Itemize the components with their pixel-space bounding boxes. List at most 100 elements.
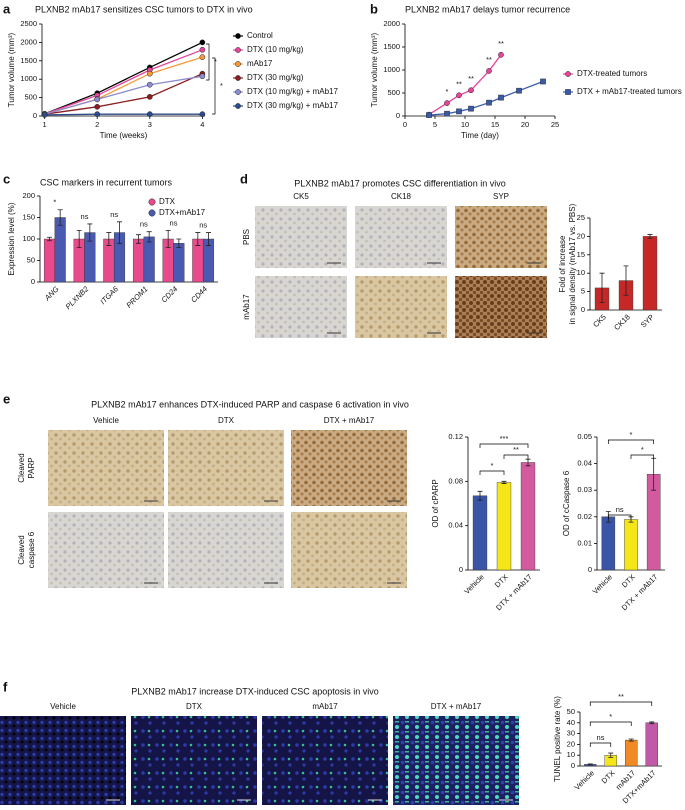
y-tick-label: 1500: [383, 42, 400, 51]
legend-label: DTX (10 mg/kg) + mAb17: [247, 87, 338, 96]
legend-label: DTX-treated tumors: [577, 69, 647, 78]
legend-label: DTX: [159, 197, 176, 206]
legend-marker: [235, 61, 241, 67]
micrograph: [355, 206, 447, 268]
column-label: CK18: [391, 192, 412, 201]
data-point: [486, 99, 492, 106]
error-bar: [587, 763, 593, 766]
error-bar: [176, 238, 182, 248]
legend-label: Control: [247, 31, 273, 40]
data-point: [94, 111, 101, 118]
y-tick-label: 20: [577, 231, 585, 240]
significance-label: *: [609, 712, 612, 721]
error-bar: [477, 490, 483, 501]
data-point: [444, 100, 450, 106]
panel-title: PLXNB2 mAb17 promotes CSC differentiatio…: [294, 178, 505, 188]
bar: [601, 516, 616, 571]
significance-label: **: [486, 55, 492, 64]
bar: [642, 236, 658, 311]
data-point: [94, 103, 101, 110]
legend-marker: [235, 89, 241, 95]
y-tick-label: 0: [33, 111, 37, 120]
legend-marker: [235, 33, 241, 39]
data-point: [199, 54, 206, 60]
error-bar: [608, 752, 614, 758]
error-bar: [206, 232, 212, 246]
micrograph: [255, 206, 347, 268]
error-bar: [165, 230, 171, 248]
data-point: [540, 78, 546, 85]
significance-bracket: [630, 454, 655, 459]
significance-label: *: [491, 461, 494, 470]
y-tick-label: 200: [22, 191, 35, 200]
row-label: PBS: [242, 229, 251, 245]
x-tick-label: ANG: [42, 284, 61, 303]
y-tick-label: 10: [567, 750, 575, 759]
data-point: [199, 111, 206, 118]
bar: [625, 739, 638, 767]
significance-bracket: [212, 57, 216, 115]
y-tick-label: 0.05: [577, 432, 592, 441]
y-tick-label: 40: [567, 718, 575, 727]
significance-bracket: [479, 443, 529, 448]
error-bar: [649, 721, 655, 725]
x-tick-label: Vehicle: [591, 572, 614, 595]
significance-bracket: [479, 470, 505, 475]
data-point: [146, 94, 153, 100]
x-tick-label: 3: [148, 120, 152, 129]
legend-marker: [235, 75, 241, 81]
significance-bracket: [607, 514, 632, 519]
y-tick-label: 15: [577, 250, 585, 259]
x-tick-label: 4: [200, 120, 204, 129]
legend-label: mAb17: [247, 59, 273, 68]
row-label: PARP: [27, 457, 36, 478]
error-bar: [525, 458, 531, 467]
significance-label: *: [641, 445, 644, 454]
data-point: [444, 110, 450, 117]
significance-label: ***: [500, 434, 509, 443]
x-tick-label: CD24: [159, 284, 179, 304]
micrograph: [255, 276, 347, 338]
significance-label: ns: [81, 212, 89, 221]
x-tick-label: 15: [491, 120, 499, 129]
error-bar: [57, 209, 63, 226]
x-tick-label: DTX: [620, 572, 637, 589]
bar: [173, 243, 185, 283]
micrograph: [168, 512, 284, 588]
significance-bracket: [589, 721, 632, 726]
legend-label: DTX (10 mg/kg): [247, 45, 304, 54]
data-point: [498, 94, 504, 101]
bar: [520, 462, 536, 571]
micrograph: [393, 716, 519, 805]
significance-label: **: [456, 79, 462, 88]
column-label: Vehicle: [50, 702, 76, 711]
x-tick-label: DTX: [600, 768, 617, 785]
y-axis-label: in signal density (mAb17 vs. PBS): [568, 203, 577, 324]
panel-title: PLXNB2 mAb17 increase DTX-induced CSC ap…: [131, 686, 379, 696]
panel-letter: a: [3, 1, 11, 16]
legend-label: DTX + mAb17-treated tumors: [577, 87, 682, 96]
chart-title: PLXNB2 mAb17 sensitizes CSC tumors to DT…: [35, 4, 253, 14]
y-tick-label: 0: [588, 565, 592, 574]
chart-title: PLXNB2 mAb17 delays tumor recurrence: [405, 4, 570, 14]
x-tick-label: PLXNB2: [64, 284, 91, 311]
x-tick-label: 1: [43, 120, 47, 129]
y-tick-label: 20: [567, 739, 575, 748]
data-point: [468, 87, 474, 94]
y-tick-label: 0: [581, 305, 585, 314]
panel-letter: b: [370, 1, 378, 16]
error-bar: [195, 232, 201, 246]
chart-title: CSC markers in recurrent tumors: [40, 177, 173, 187]
y-tick-label: 2000: [20, 37, 37, 46]
error-bar: [599, 272, 605, 304]
column-label: Vehicle: [93, 416, 119, 425]
y-tick-label: 10: [577, 268, 585, 277]
error-bar: [135, 234, 141, 244]
legend-label: DTX+mAb17: [159, 208, 206, 217]
column-label: DTX: [218, 416, 235, 425]
legend-marker: [148, 198, 156, 206]
data-point: [486, 68, 492, 74]
data-point: [146, 111, 153, 118]
x-tick-label: CK5: [591, 312, 608, 329]
